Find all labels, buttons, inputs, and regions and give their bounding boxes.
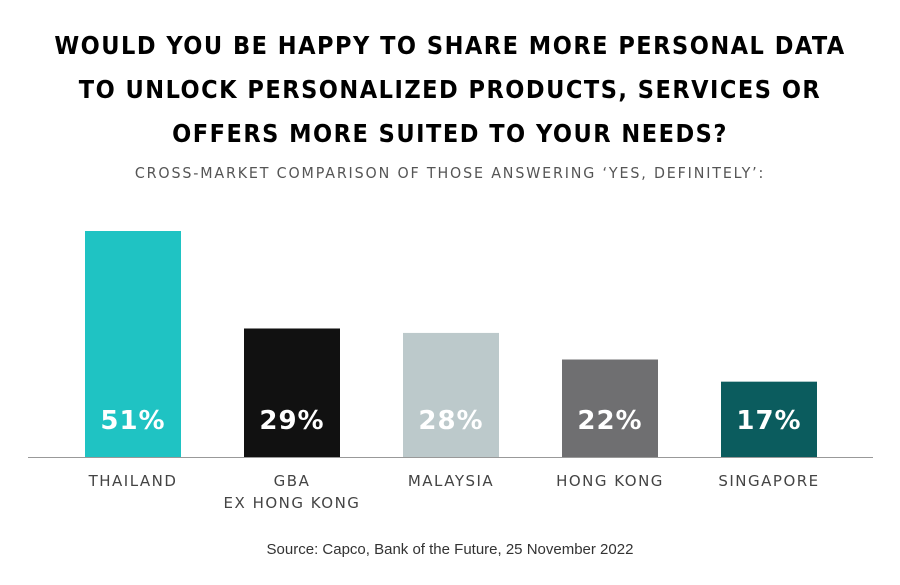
x-tick-label: MALAYSIA — [408, 472, 494, 490]
bar — [244, 328, 340, 457]
bar-value-label: 29% — [259, 406, 324, 436]
bars-group: 51% 29% 28% 22% 17% — [85, 231, 817, 457]
bar — [85, 231, 181, 457]
bar — [721, 381, 817, 457]
chart-title-line: WOULD YOU BE HAPPY TO SHARE MORE PERSONA… — [54, 31, 846, 60]
x-tick-label: HONG KONG — [556, 472, 664, 490]
bar-value-label: 28% — [418, 406, 483, 436]
x-tick-label: SINGAPORE — [718, 472, 819, 490]
chart-title-line: TO UNLOCK PERSONALIZED PRODUCTS, SERVICE… — [78, 75, 822, 104]
x-tick-label: EX HONG KONG — [224, 494, 361, 512]
bar — [403, 332, 499, 457]
bar — [562, 359, 658, 457]
bar-value-label: 17% — [736, 406, 801, 436]
x-tick-label: GBA — [274, 472, 311, 490]
bar-value-label: 51% — [100, 406, 165, 436]
source-note: Source: Capco, Bank of the Future, 25 No… — [266, 541, 634, 558]
x-tick-label: THAILAND — [88, 472, 178, 490]
chart-subtitle: CROSS-MARKET COMPARISON OF THOSE ANSWERI… — [134, 164, 766, 182]
chart-title-line: OFFERS MORE SUITED TO YOUR NEEDS? — [172, 119, 728, 148]
x-axis-labels: THAILAND GBA EX HONG KONG MALAYSIA HONG KONG… — [88, 472, 819, 512]
bar-value-label: 22% — [577, 406, 642, 436]
chart-title: WOULD YOU BE HAPPY TO SHARE MORE PERSONA… — [0, 24, 900, 156]
